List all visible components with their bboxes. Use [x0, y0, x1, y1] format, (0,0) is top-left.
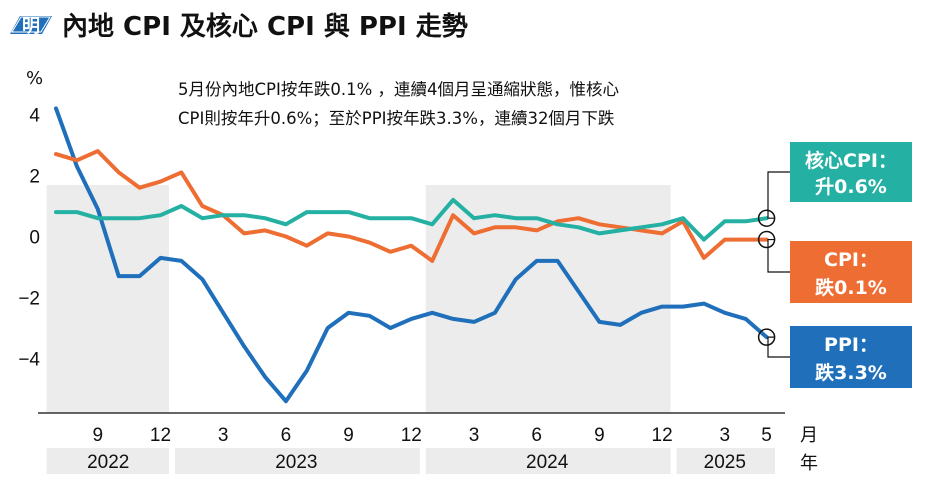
y-unit-label: %	[26, 68, 43, 89]
cpi-callout-line-1: CPI：	[824, 249, 878, 271]
leader-line-core-cpi	[767, 171, 790, 219]
x-tick-label: 12	[150, 425, 171, 446]
cpi-callout-box	[790, 241, 912, 303]
x-tick-label: 12	[652, 425, 673, 446]
series-line-cpi	[54, 149, 769, 263]
y-tick-labels: 4 2 0 −2 −4	[18, 106, 40, 371]
leader-line-cpi	[767, 238, 790, 273]
year-label-band-2022	[46, 448, 169, 474]
ppi-callout: PPI： 跌3.3%	[790, 326, 912, 388]
year-label-band-2024	[425, 448, 671, 474]
x-tick-label: 3	[469, 425, 480, 446]
x-tick-label: 9	[93, 425, 104, 446]
year-label-band-2023	[174, 448, 420, 474]
y-tick-label: 0	[29, 228, 40, 249]
series-lines	[54, 106, 769, 404]
callout-leaders	[757, 171, 790, 358]
x-tick-label: 6	[531, 425, 542, 446]
newspaper-logo-icon	[10, 16, 52, 34]
year-label-band-2025	[676, 448, 776, 474]
core-cpi-callout: 核心CPI： 升0.6%	[790, 142, 912, 202]
year-label-2022: 2022	[87, 452, 129, 473]
y-tick-label: 4	[29, 106, 40, 127]
y-tick-label: −2	[18, 289, 40, 310]
y-tick-label: −4	[18, 350, 40, 371]
ppi-callout-line-2: 跌3.3%	[815, 361, 887, 384]
x-tick-labels: 9 12 3 6 9 12 3 6 9 12 3 5	[93, 425, 772, 446]
annotation-line-1: 5月份內地CPI按年跌0.1% ，連續4個月呈通縮狀態，惟核心	[178, 80, 619, 99]
x-tick-label: 6	[281, 425, 292, 446]
cpi-callout: CPI： 跌0.1%	[790, 241, 912, 303]
annotation-line-2: CPI則按年升0.6%；至於PPI按年跌3.3%，連續32個月下跌	[178, 109, 614, 128]
year-band-2024	[425, 185, 671, 413]
ppi-callout-line-1: PPI：	[824, 334, 878, 356]
chart-title: 內地 CPI 及核心 CPI 與 PPI 走勢	[62, 11, 468, 42]
logo-text: 明	[22, 16, 40, 37]
x-tick-label: 5	[761, 425, 772, 446]
header: 明 內地 CPI 及核心 CPI 與 PPI 走勢	[10, 11, 468, 42]
core-cpi-callout-box	[790, 142, 912, 202]
x-tick-label: 3	[218, 425, 229, 446]
newspaper-logo-icon-frame	[11, 16, 51, 33]
y-tick-label: 2	[29, 167, 40, 188]
x-tick-label: 3	[720, 425, 731, 446]
core-cpi-callout-line-2: 升0.6%	[815, 176, 887, 198]
leader-line-ppi	[767, 336, 790, 358]
cpi-callout-line-2: 跌0.1%	[815, 276, 887, 299]
x-tick-label: 9	[343, 425, 354, 446]
x-tick-label: 9	[594, 425, 605, 446]
x-unit-year-label: 年	[800, 453, 818, 474]
series-line-core-cpi	[54, 197, 769, 242]
year-label-2024: 2024	[526, 452, 569, 473]
ppi-callout-box	[790, 326, 912, 388]
series-line-ppi	[54, 106, 769, 404]
year-label-2023: 2023	[275, 452, 317, 473]
year-band-2022	[46, 185, 169, 413]
year-label-2025: 2025	[704, 452, 746, 473]
year-labels: 2022 2023 2024 2025	[87, 452, 746, 473]
core-cpi-callout-line-1: 核心CPI：	[805, 149, 897, 172]
x-tick-label: 12	[401, 425, 422, 446]
x-unit-month-label: 月	[800, 425, 818, 446]
